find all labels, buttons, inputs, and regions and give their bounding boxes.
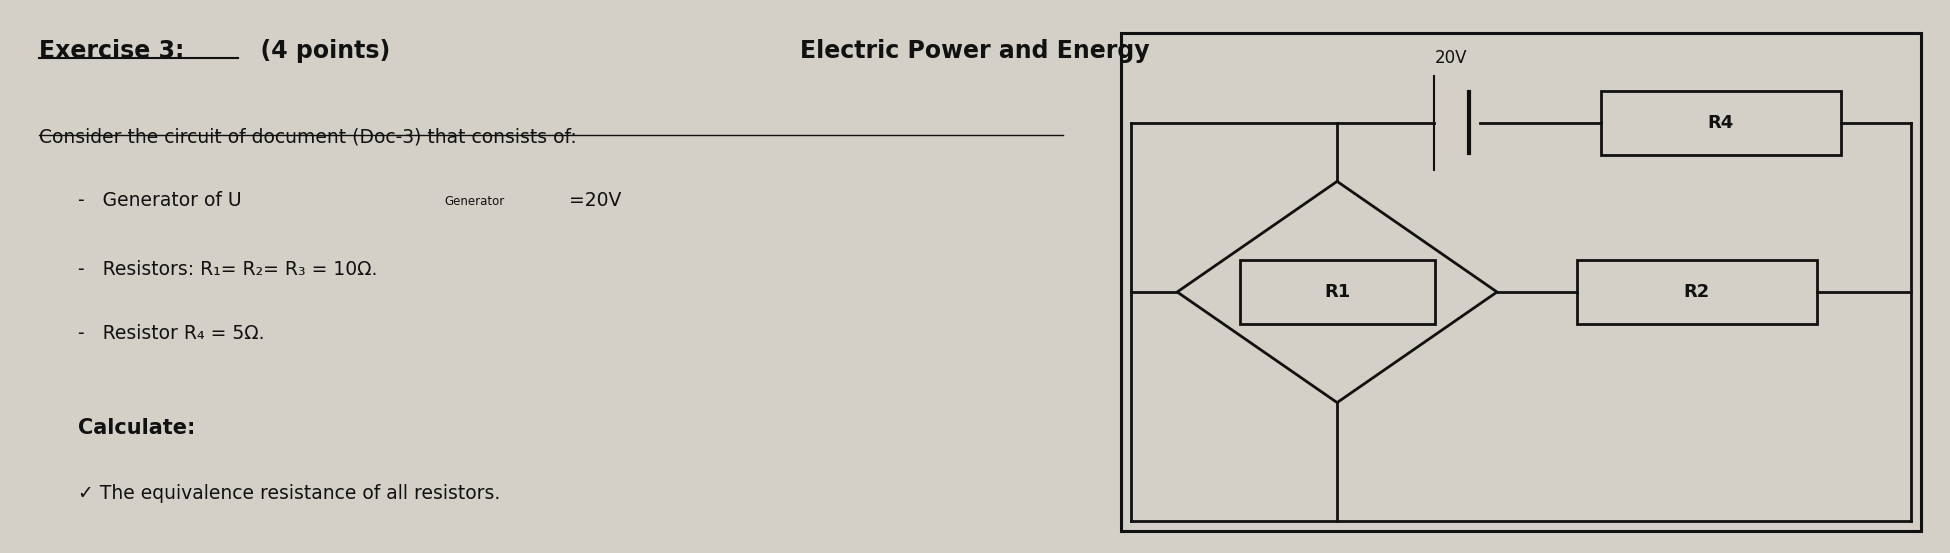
Text: (4 points): (4 points) bbox=[244, 39, 390, 62]
Text: Exercise 3:: Exercise 3: bbox=[39, 39, 185, 62]
Bar bbox=[1240, 260, 1435, 324]
Text: -   Generator of U: - Generator of U bbox=[78, 191, 242, 210]
Text: 20V: 20V bbox=[1435, 49, 1468, 67]
Bar bbox=[1121, 33, 1921, 531]
Text: R1: R1 bbox=[1324, 283, 1349, 301]
Bar bbox=[1601, 91, 1841, 154]
Text: R2: R2 bbox=[1683, 283, 1710, 301]
Text: Calculate:: Calculate: bbox=[78, 418, 195, 437]
Text: ✓ The equivalence resistance of all resistors.: ✓ The equivalence resistance of all resi… bbox=[78, 484, 501, 503]
Text: -   Resistors: R₁= R₂= R₃ = 10Ω.: - Resistors: R₁= R₂= R₃ = 10Ω. bbox=[78, 260, 378, 279]
Text: Electric Power and Energy: Electric Power and Energy bbox=[800, 39, 1150, 62]
Text: -   Resistor R₄ = 5Ω.: - Resistor R₄ = 5Ω. bbox=[78, 324, 265, 342]
Text: R4: R4 bbox=[1708, 114, 1734, 132]
Text: Consider the circuit of document (Doc-3) that consists of:: Consider the circuit of document (Doc-3)… bbox=[39, 127, 577, 146]
Text: Generator: Generator bbox=[445, 195, 505, 208]
Bar bbox=[1578, 260, 1817, 324]
Text: =20V: =20V bbox=[569, 191, 622, 210]
